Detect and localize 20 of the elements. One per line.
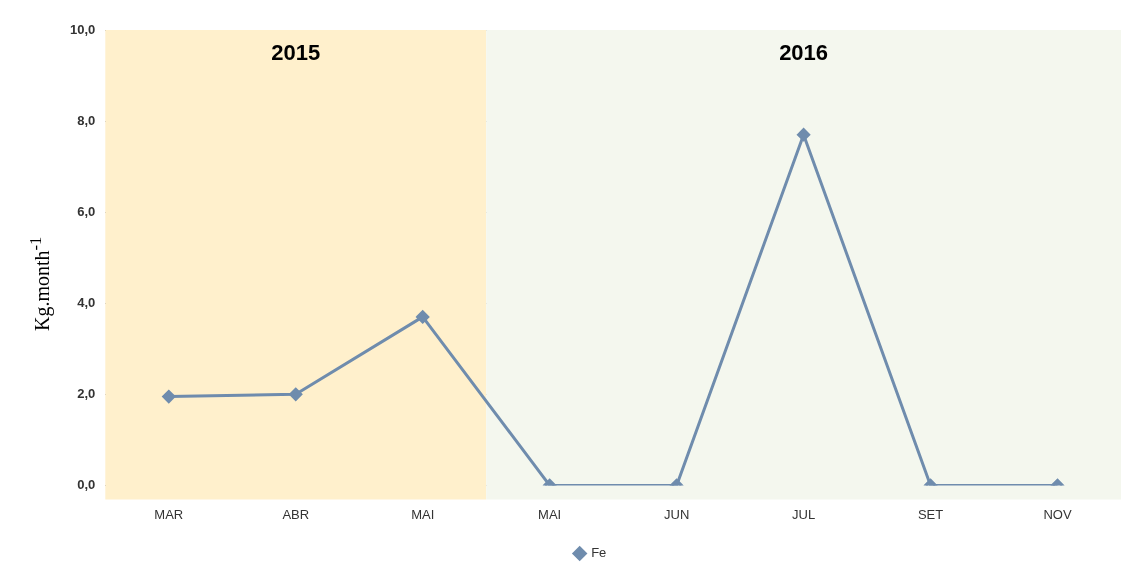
point	[289, 387, 303, 401]
x-tick-label: NOV	[1043, 506, 1072, 522]
x-tick-label: MAI	[538, 506, 562, 522]
x-tick-label: ABR	[282, 506, 310, 522]
x-tick-label: MAR	[154, 506, 184, 522]
band-label: 2016	[779, 40, 829, 66]
band-label: 2015	[271, 40, 321, 66]
point	[797, 128, 811, 142]
x-tick-label: MAI	[411, 506, 435, 522]
y-tick-label: 10,0	[69, 21, 96, 37]
legend-label: Fe	[591, 545, 607, 561]
x-tick-label: JUN	[663, 506, 690, 522]
y-tick-label: 2,0	[77, 385, 96, 401]
y-tick-label: 6,0	[77, 203, 96, 219]
y-tick-label: 4,0	[77, 294, 96, 310]
y-tick-label: 8,0	[77, 112, 96, 128]
x-tick-label: SET	[917, 506, 944, 522]
y-tick-label: 0,0	[77, 476, 96, 492]
point	[416, 310, 430, 324]
x-tick-label: JUL	[792, 506, 816, 522]
